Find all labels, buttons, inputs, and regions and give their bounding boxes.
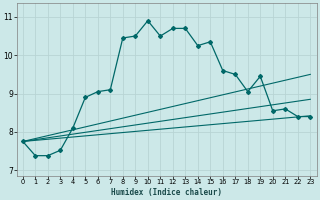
- X-axis label: Humidex (Indice chaleur): Humidex (Indice chaleur): [111, 188, 222, 197]
